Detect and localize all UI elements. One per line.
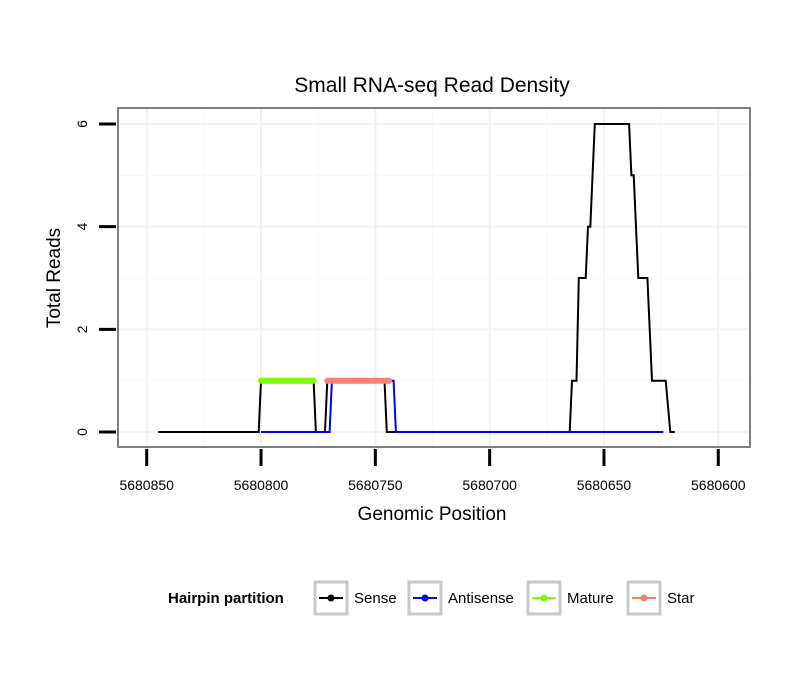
series-layer xyxy=(158,123,675,433)
x-tick-label: 5680650 xyxy=(577,477,632,493)
x-tick-label: 5680700 xyxy=(462,477,517,493)
grid-lines xyxy=(119,109,749,446)
x-tick-label: 5680850 xyxy=(119,477,174,493)
x-tick-label: 5680800 xyxy=(234,477,289,493)
y-tick-label: 4 xyxy=(74,223,90,231)
legend-label-sense: Sense xyxy=(354,590,397,607)
y-axis: 0 2 4 6 xyxy=(74,120,116,436)
chart-title: Small RNA-seq Read Density xyxy=(294,74,570,97)
x-axis: 5680850 5680800 5680750 5680700 5680650 56806… xyxy=(119,449,746,493)
legend-key-point xyxy=(327,594,335,602)
y-axis-title: Total Reads xyxy=(44,228,65,328)
legend-title: Hairpin partition xyxy=(168,590,284,607)
x-tick-label: 5680600 xyxy=(691,477,746,493)
y-tick-label: 2 xyxy=(74,325,90,333)
legend-label-antisense: Antisense xyxy=(448,590,514,607)
legend-label-star: Star xyxy=(667,590,695,607)
legend-key-point xyxy=(640,594,648,602)
y-tick-label: 0 xyxy=(74,428,90,436)
x-axis-title: Genomic Position xyxy=(358,504,507,525)
legend-key-point xyxy=(421,594,429,602)
legend-key-point xyxy=(540,594,548,602)
legend-label-mature: Mature xyxy=(567,590,614,607)
y-tick-label: 6 xyxy=(74,120,90,128)
x-tick-label: 5680750 xyxy=(348,477,403,493)
legend: Hairpin partition Sense Antisense Mature St… xyxy=(168,580,695,616)
